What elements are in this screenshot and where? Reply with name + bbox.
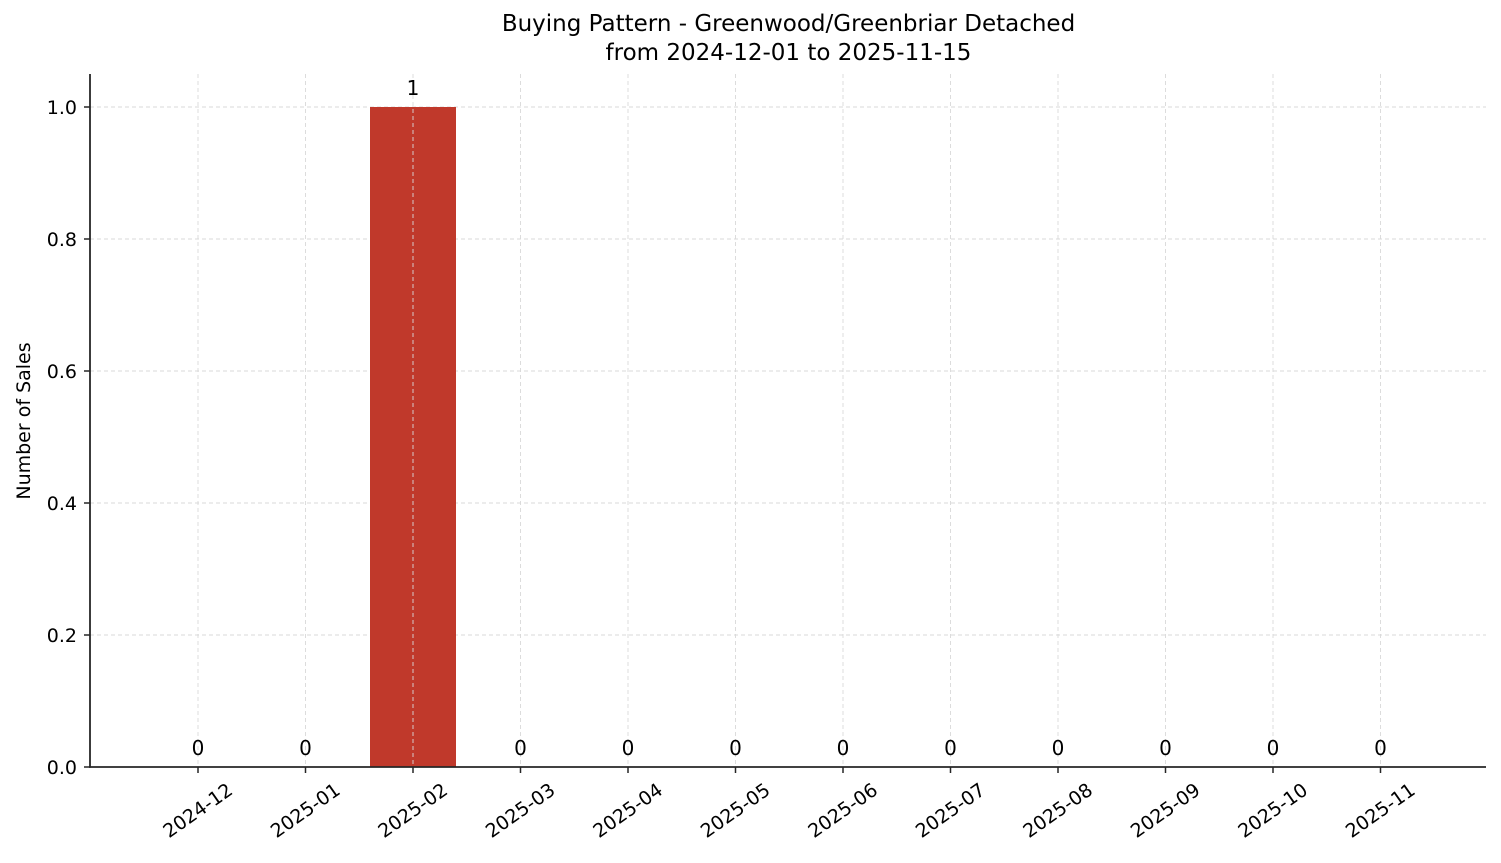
- bar-value-label: 0: [729, 736, 742, 760]
- x-tick-label: 2025-03: [482, 779, 560, 843]
- bar-value-label: 0: [299, 736, 312, 760]
- x-tick-label: 2025-10: [1234, 779, 1312, 843]
- y-tick-label: 0.4: [47, 493, 77, 515]
- x-tick-label: 2024-12: [159, 779, 237, 843]
- bar-value-label: 0: [622, 736, 635, 760]
- chart-subtitle: from 2024-12-01 to 2025-11-15: [605, 40, 972, 66]
- y-tick-label: 0.0: [47, 757, 77, 779]
- x-tick-label: 2025-02: [374, 779, 452, 843]
- bar-value-label: 0: [837, 736, 850, 760]
- x-tick-label: 2025-08: [1019, 779, 1097, 843]
- x-tick-label: 2025-05: [697, 779, 775, 843]
- y-tick-label: 0.2: [47, 625, 77, 647]
- chart-title: Buying Pattern - Greenwood/Greenbriar De…: [0, 10, 1501, 68]
- bar-value-label: 0: [1374, 736, 1387, 760]
- x-tick-label: 2025-01: [267, 779, 345, 843]
- bar-value-label: 0: [1052, 736, 1065, 760]
- bar-value-label: 0: [1267, 736, 1280, 760]
- y-tick-label: 0.8: [47, 229, 77, 251]
- bar-2025-02: [370, 107, 456, 767]
- bar-value-label: 0: [1159, 736, 1172, 760]
- bar-value-label: 0: [944, 736, 957, 760]
- x-tick-label: 2025-11: [1342, 779, 1420, 843]
- chart-title-line: Buying Pattern - Greenwood/Greenbriar De…: [501, 11, 1076, 37]
- bar-value-label: 0: [514, 736, 527, 760]
- x-tick-label: 2025-06: [804, 779, 882, 843]
- bar-value-label: 0: [192, 736, 205, 760]
- y-tick-label: 0.6: [47, 361, 77, 383]
- x-tick-label: 2025-07: [912, 779, 990, 843]
- bar-value-label: 1: [407, 76, 420, 100]
- x-tick-label: 2025-04: [589, 779, 667, 843]
- x-tick-label: 2025-09: [1127, 779, 1205, 843]
- y-tick-label: 1.0: [47, 97, 77, 119]
